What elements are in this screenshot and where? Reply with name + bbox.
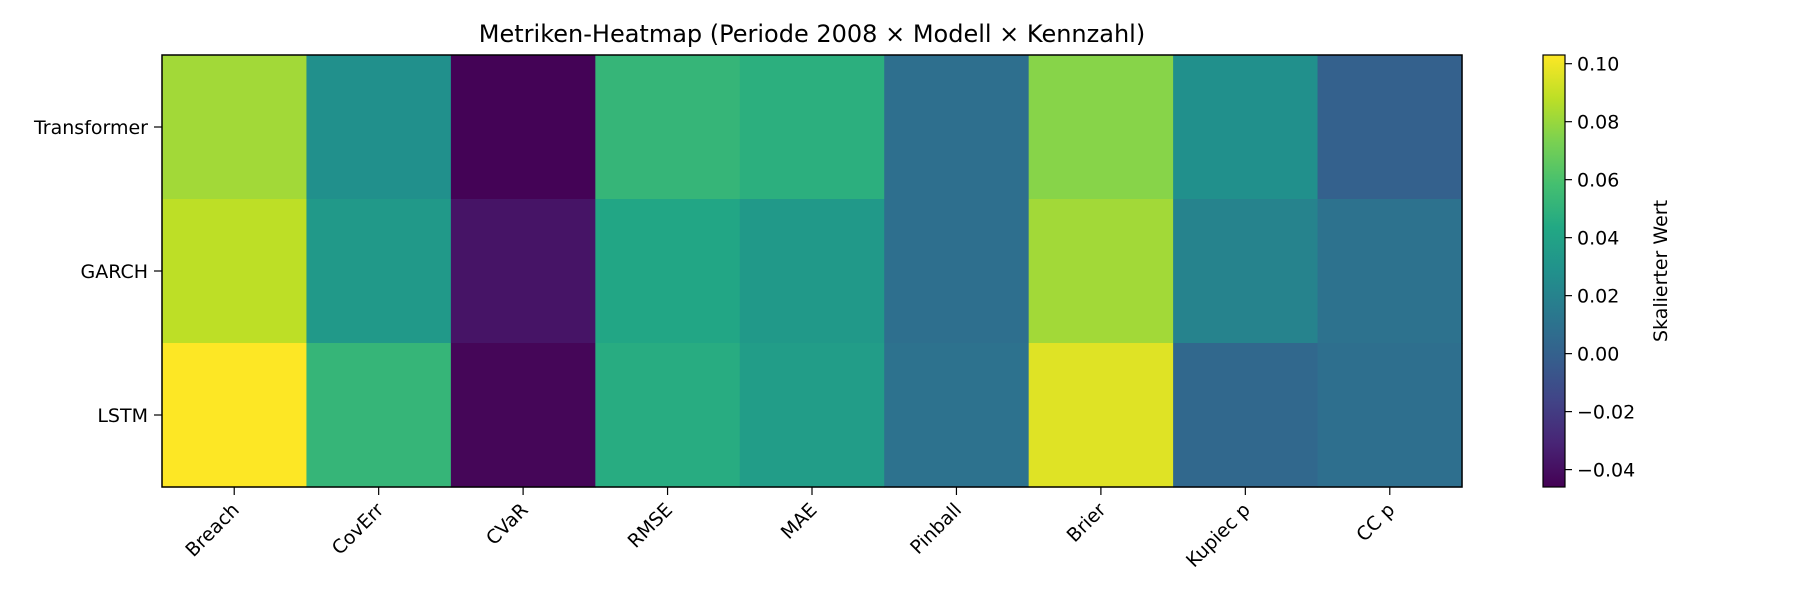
colorbar-tick-label: −0.02 — [1577, 402, 1635, 424]
heatmap-cell — [450, 199, 596, 344]
heatmap-cell — [1028, 55, 1174, 200]
x-tick-label: CC p — [1352, 499, 1399, 546]
heatmap-cell — [1173, 343, 1319, 488]
heatmap-cell — [306, 343, 452, 488]
x-tick-label: Pinball — [906, 499, 966, 559]
heatmap-cell — [595, 343, 741, 488]
colorbar-tick-label: 0.02 — [1577, 286, 1619, 308]
heatmap-cell — [162, 55, 308, 200]
heatmap-cell — [595, 55, 741, 200]
heatmap-cell — [739, 55, 885, 200]
colorbar — [1542, 54, 1566, 488]
colorbar-tick-label: −0.04 — [1577, 460, 1635, 482]
heatmap-cells — [162, 55, 1463, 488]
heatmap-cell — [739, 199, 885, 344]
x-tick-label: Brier — [1063, 499, 1111, 547]
x-tick-label: CVaR — [482, 499, 533, 550]
heatmap-cell — [1317, 199, 1463, 344]
heatmap-cell — [884, 343, 1030, 488]
y-tick-label: Transformer — [33, 117, 148, 139]
x-tick-label: MAE — [777, 499, 822, 544]
y-tick-label: LSTM — [97, 405, 148, 427]
heatmap-cell — [595, 199, 741, 344]
heatmap-cell — [450, 343, 596, 488]
colorbar-tick-label: 0.10 — [1577, 54, 1619, 76]
y-tick-label: GARCH — [80, 261, 148, 283]
heatmap-cell — [1173, 55, 1319, 200]
y-axis: Transformer GARCH LSTM — [33, 117, 162, 427]
heatmap-cell — [884, 199, 1030, 344]
x-tick-label: Kupiec p — [1182, 499, 1255, 572]
x-tick-label: Breach — [181, 499, 243, 561]
x-axis: Breach CovErr CVaR RMSE MAE Pinball Brier Kupie… — [181, 487, 1399, 572]
heatmap-cell — [306, 55, 452, 200]
colorbar-tick-label: 0.08 — [1577, 112, 1619, 134]
heatmap-cell — [884, 55, 1030, 200]
colorbar-axis: −0.04 −0.02 0.00 0.02 0.04 0.06 0.08 0.10 — [1565, 54, 1635, 482]
heatmap-cell — [1028, 199, 1174, 344]
colorbar-label: Skalierter Wert — [1650, 200, 1672, 342]
heatmap-cell — [1317, 343, 1463, 488]
heatmap-cell — [739, 343, 885, 488]
chart-title: Metriken-Heatmap (Periode 2008 × Modell … — [479, 20, 1145, 48]
colorbar-tick-label: 0.00 — [1577, 344, 1619, 366]
heatmap-cell — [162, 343, 308, 488]
heatmap-cell — [1028, 343, 1174, 488]
x-tick-label: RMSE — [624, 499, 678, 553]
heatmap-cell — [162, 199, 308, 344]
heatmap-cell — [306, 199, 452, 344]
heatmap-cell — [1173, 199, 1319, 344]
heatmap-cell — [450, 55, 596, 200]
colorbar-tick-label: 0.04 — [1577, 228, 1619, 250]
x-tick-label: CovErr — [328, 499, 389, 560]
heatmap-cell — [1317, 55, 1463, 200]
colorbar-tick-label: 0.06 — [1577, 170, 1619, 192]
